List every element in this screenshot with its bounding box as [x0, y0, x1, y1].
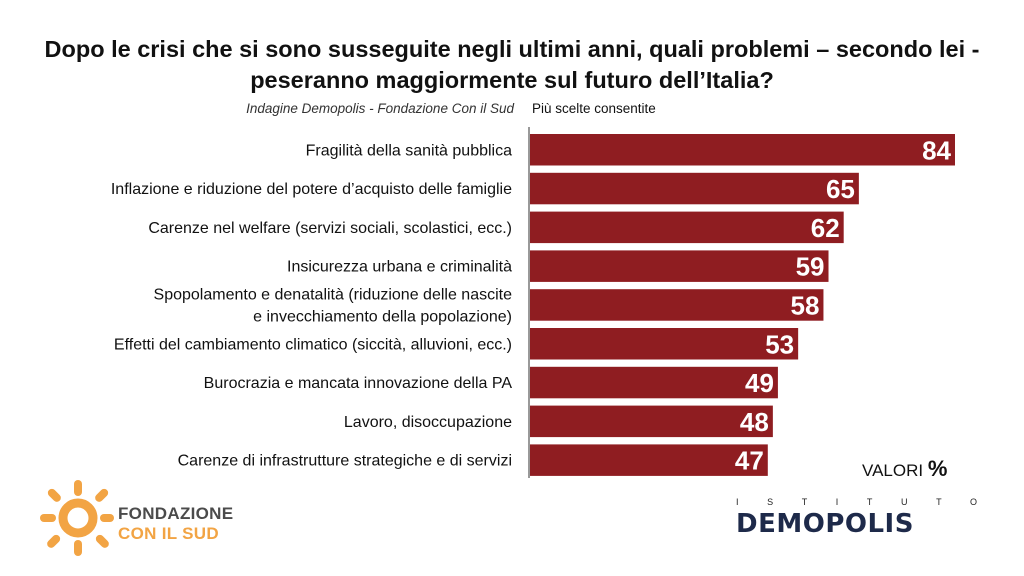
- bar-8: [530, 405, 773, 438]
- bar-7: [530, 366, 778, 399]
- logo-text-line2: CON IL SUD: [118, 524, 219, 543]
- chart-title: Dopo le crisi che si sono susseguite neg…: [44, 36, 980, 93]
- category-label-1: Fragilità della sanità pubblica: [306, 142, 512, 159]
- multiple-choice-note: Più scelte consentite: [532, 101, 656, 116]
- sun-icon: [40, 480, 114, 556]
- fondazione-con-il-sud-logo: FONDAZIONE CON IL SUD: [30, 478, 250, 568]
- bar-value-label-2: 65: [826, 174, 855, 204]
- bar-4: [530, 250, 829, 282]
- source-note: Indagine Demopolis - Fondazione Con il S…: [246, 101, 514, 116]
- category-label-9: Carenze di infrastrutture strategiche e …: [178, 453, 512, 470]
- percent-symbol: %: [927, 456, 948, 481]
- category-label-7: Burocrazia e mancata innovazione della P…: [204, 375, 513, 392]
- category-label-6: Effetti del cambiamento climatico (sicci…: [114, 336, 512, 353]
- bar-3: [530, 211, 844, 244]
- demopolis-logo-word: DEMOPOLIS: [736, 509, 914, 539]
- bar-value-label-1: 84: [922, 135, 951, 165]
- category-label-3: Carenze nel welfare (servizi sociali, sc…: [148, 220, 512, 237]
- bar-6: [530, 328, 799, 360]
- demopolis-logo: ISTITUTO DEMOPOLIS: [736, 497, 977, 542]
- bar-value-label-4: 59: [796, 252, 825, 282]
- logo-text-line1: FONDAZIONE: [118, 504, 234, 523]
- category-label-4: Insicurezza urbana e criminalità: [287, 259, 512, 276]
- demopolis-logo-tagline: ISTITUTO: [736, 497, 1006, 507]
- bar-value-label-9: 47: [735, 446, 764, 476]
- bar-value-label-7: 49: [745, 368, 774, 398]
- bar-value-label-8: 48: [740, 407, 769, 437]
- category-label-8: Lavoro, disoccupazione: [344, 414, 512, 431]
- bar-value-label-5: 58: [791, 290, 820, 320]
- bar-1: [530, 134, 955, 166]
- bar-value-label-3: 62: [811, 213, 840, 243]
- bar-2: [530, 172, 859, 205]
- category-label-2: Inflazione e riduzione del potere d’acqu…: [111, 181, 512, 198]
- logo-text: FONDAZIONE CON IL SUD: [118, 504, 233, 544]
- bar-5: [530, 289, 824, 321]
- category-label-5: Spopolamento e denatalità (riduzione del…: [154, 286, 513, 325]
- bar-value-label-6: 53: [765, 329, 794, 359]
- units-text: VALORI: [862, 461, 924, 480]
- bar-9: [530, 444, 768, 476]
- units-label: VALORI %: [862, 456, 947, 482]
